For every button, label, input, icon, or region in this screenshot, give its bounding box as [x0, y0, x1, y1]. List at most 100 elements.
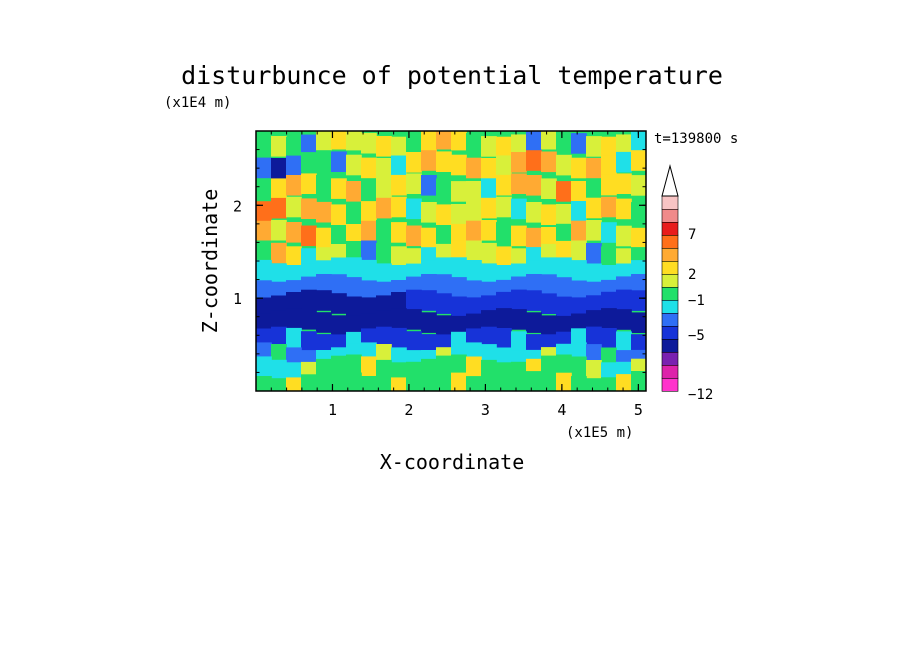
field-cell — [286, 155, 302, 177]
field-cell — [406, 173, 422, 194]
y-axis: 12 — [233, 149, 646, 373]
field-cell — [301, 173, 317, 194]
field-cell — [436, 315, 452, 336]
field-cell — [481, 359, 497, 381]
field-cell — [286, 308, 302, 329]
field-cell — [436, 204, 452, 225]
field-cell — [631, 175, 646, 196]
field-cell — [601, 222, 617, 243]
field-cell — [346, 372, 362, 391]
field-cell — [526, 227, 542, 249]
field-cell — [421, 334, 437, 355]
field-cell — [331, 151, 347, 172]
field-cell — [601, 328, 617, 349]
field-cell — [526, 290, 542, 311]
field-cell — [376, 310, 392, 331]
x-tick-label: 1 — [328, 401, 337, 419]
field-cell — [451, 204, 467, 225]
field-cell — [601, 174, 617, 196]
field-cell — [376, 136, 392, 157]
field-cell — [346, 154, 362, 176]
field-cell — [361, 132, 377, 154]
field-cell — [631, 274, 646, 295]
field-cell — [421, 175, 437, 196]
field-cell — [316, 274, 332, 295]
field-cell — [346, 257, 362, 278]
field-cell — [376, 197, 392, 219]
field-cell — [421, 227, 437, 249]
field-cell — [481, 378, 497, 391]
field-cell — [331, 315, 347, 336]
field-cell — [376, 219, 392, 241]
field-cell — [346, 241, 362, 262]
field-cell — [526, 175, 542, 196]
field-cell — [451, 240, 467, 262]
field-cell — [256, 356, 272, 377]
field-cell — [511, 152, 527, 173]
colorbar: 7 2 −1 −5 −12 — [661, 164, 713, 403]
field-cell — [436, 293, 452, 314]
field-cell — [376, 326, 392, 348]
field-cell — [616, 331, 632, 352]
field-cell — [406, 289, 422, 311]
field-cell — [496, 246, 512, 267]
field-cell — [541, 151, 557, 173]
field-cell — [391, 222, 407, 243]
field-cell — [376, 242, 392, 264]
colorbar-swatch — [661, 195, 679, 210]
field-cell — [571, 260, 587, 281]
colorbar-swatch — [661, 247, 679, 262]
field-cell — [451, 372, 467, 391]
field-cell — [271, 326, 287, 348]
field-cell — [631, 312, 646, 333]
colorbar-swatch — [661, 299, 679, 314]
field-cell — [271, 197, 287, 219]
field-cell — [376, 378, 392, 391]
field-cell — [496, 174, 512, 196]
field-cell — [526, 312, 542, 333]
colorbar-swatch — [661, 234, 679, 249]
field-cell — [406, 331, 422, 352]
field-cell — [616, 173, 632, 194]
field-cell — [376, 359, 392, 381]
y-unit-label: (x1E4 m) — [164, 95, 231, 111]
field-cell — [316, 174, 332, 196]
field-cell — [541, 315, 557, 336]
field-cell — [466, 133, 482, 154]
field-cell — [571, 157, 587, 179]
field-cell — [331, 274, 347, 295]
field-cell — [301, 309, 317, 330]
field-cell — [541, 274, 557, 295]
field-cell — [556, 277, 572, 298]
field-cell — [451, 257, 467, 278]
field-cell — [361, 356, 377, 377]
field-cell — [391, 155, 407, 177]
field-cell — [331, 131, 347, 150]
field-cell — [586, 178, 602, 199]
x-axis-title: X-coordinate — [380, 450, 525, 474]
field-cell — [556, 204, 572, 225]
field-cell — [346, 277, 362, 298]
field-cell — [586, 220, 602, 241]
field-cell — [391, 136, 407, 158]
field-cell — [541, 178, 557, 199]
colorbar-swatch — [661, 325, 679, 340]
field-cell — [331, 204, 347, 225]
field-cell — [421, 274, 437, 295]
field-cell — [466, 220, 482, 242]
field-cell — [571, 201, 587, 222]
field-cell — [511, 309, 527, 330]
field-cell — [496, 328, 512, 349]
field-cell — [631, 290, 646, 311]
field-cell — [481, 178, 497, 199]
x-unit-label: (x1E5 m) — [566, 425, 633, 441]
x-tick-label: 4 — [557, 401, 566, 419]
field-cell — [586, 243, 602, 264]
field-cell — [496, 136, 512, 158]
field-cell — [406, 198, 422, 220]
field-cell — [631, 150, 646, 171]
field-cell — [631, 334, 646, 355]
field-cell — [376, 178, 392, 199]
field-cell — [571, 240, 587, 262]
